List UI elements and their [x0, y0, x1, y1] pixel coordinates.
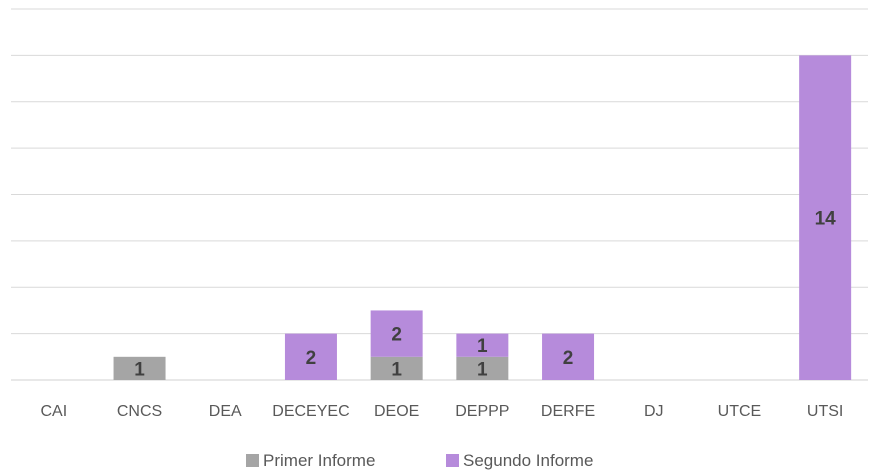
- data-label: 2: [306, 348, 317, 369]
- x-tick-label: DEOE: [374, 403, 419, 420]
- bar-cncs-series-1: [113, 356, 166, 380]
- x-tick-label: UTCE: [718, 403, 762, 420]
- bar-deppp-series-1: [456, 356, 509, 380]
- data-label: 1: [134, 359, 145, 380]
- legend-label: Primer Informe: [263, 451, 375, 470]
- bar-derfe-series-2: [542, 333, 595, 380]
- x-tick-label: DEPPP: [455, 403, 509, 420]
- x-tick-label: CAI: [41, 403, 68, 420]
- data-label: 2: [391, 325, 402, 346]
- data-label: 1: [477, 336, 488, 357]
- legend-label: Segundo Informe: [463, 451, 593, 470]
- data-label: 14: [815, 209, 837, 230]
- x-tick-label: DECEYEC: [272, 403, 349, 420]
- x-tick-label: DERFE: [541, 403, 595, 420]
- legend-swatch: [246, 454, 259, 467]
- bar-deceyec-series-2: [284, 333, 337, 380]
- legend-swatch: [446, 454, 459, 467]
- bar-deoe-series-1: [370, 356, 423, 380]
- data-label: 2: [563, 348, 574, 369]
- gridlines: [11, 8, 868, 381]
- x-tick-label: DEA: [209, 403, 242, 420]
- bar-deppp-series-2: [456, 333, 509, 357]
- data-label: 1: [477, 359, 488, 380]
- bar-utsi-series-2: [799, 55, 852, 380]
- data-label: 1: [391, 359, 402, 380]
- bars: [113, 55, 852, 380]
- bar-deoe-series-2: [370, 310, 423, 357]
- x-tick-label: DJ: [644, 403, 664, 420]
- x-axis-tick-labels: CAI CNCS DEA DECEYEC DEOE DEPPP DERFE DJ UTCE UTS…: [41, 403, 844, 420]
- legend: Primer Informe Segundo Informe: [246, 451, 593, 470]
- x-tick-label: CNCS: [117, 403, 162, 420]
- x-tick-label: UTSI: [807, 403, 843, 420]
